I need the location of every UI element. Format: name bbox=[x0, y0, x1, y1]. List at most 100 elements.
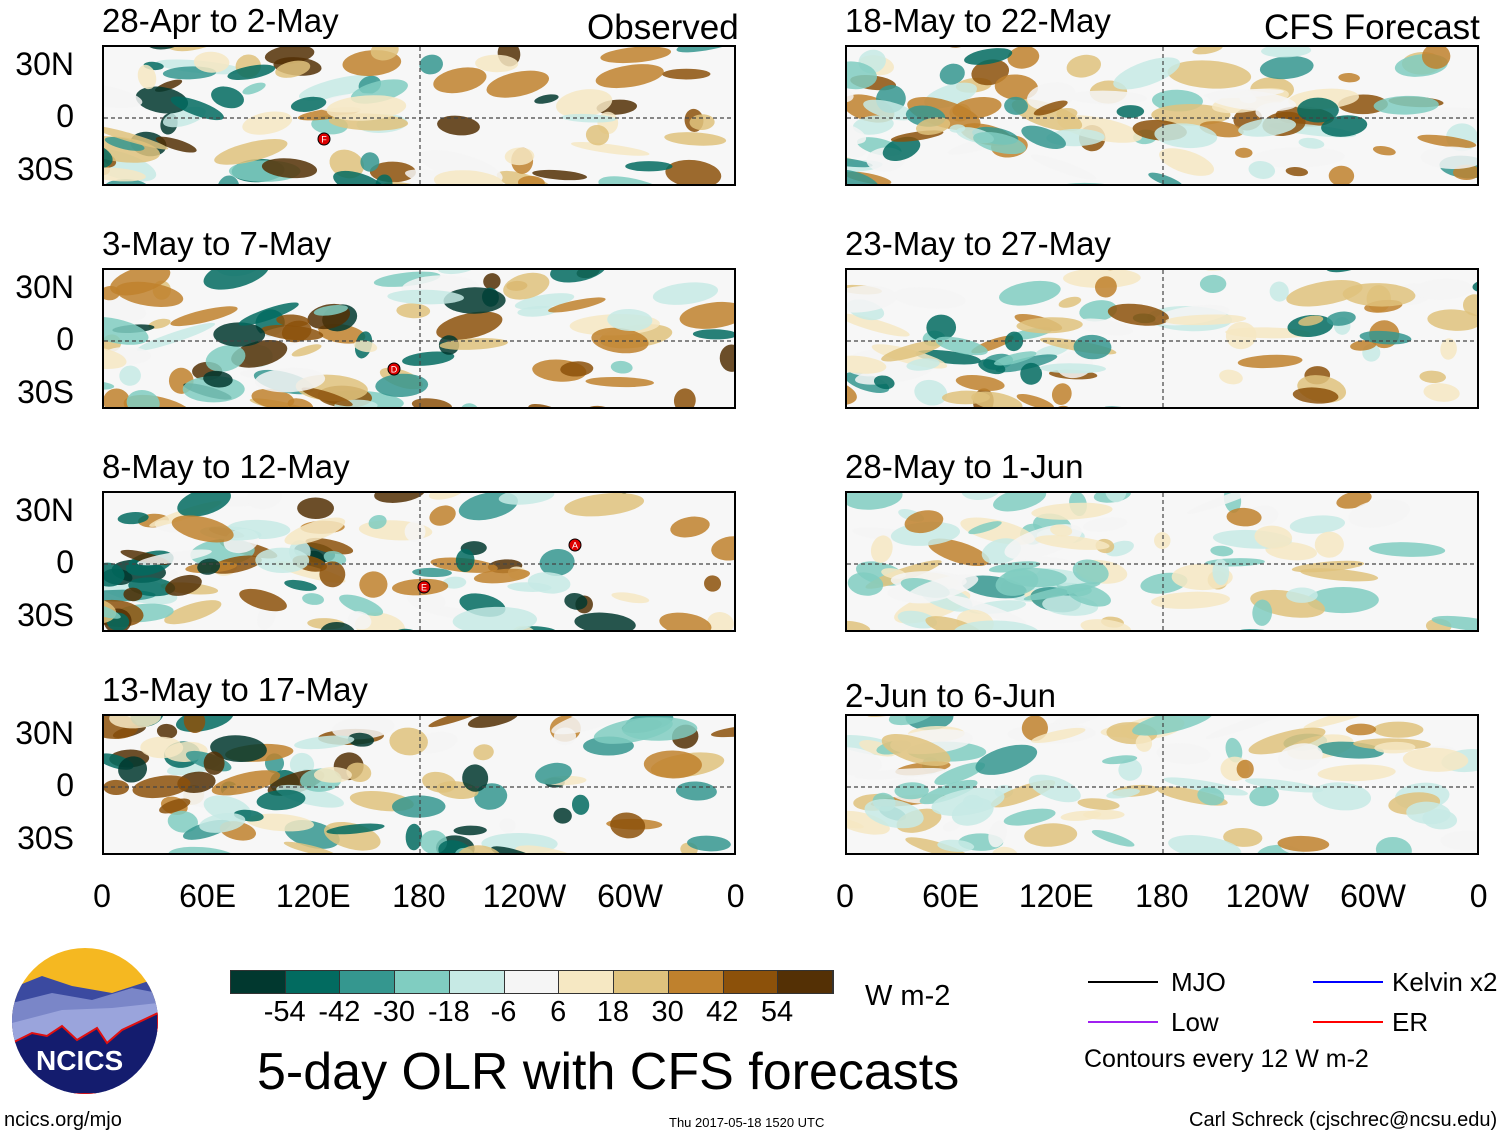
olr-anomaly-blob bbox=[135, 86, 189, 114]
colorbar-swatch bbox=[504, 971, 560, 993]
olr-anomaly-blob bbox=[942, 820, 961, 832]
olr-anomaly-blob bbox=[598, 176, 669, 184]
olr-anomaly-blob bbox=[1312, 782, 1372, 811]
olr-anomaly-blob bbox=[535, 762, 572, 785]
olr-anomaly-blob bbox=[847, 61, 877, 90]
olr-anomaly-blob bbox=[1252, 599, 1273, 626]
olr-anomaly-blob bbox=[1205, 716, 1294, 739]
olr-anomaly-blob bbox=[864, 798, 924, 829]
olr-anomaly-blob bbox=[486, 70, 550, 98]
olr-anomaly-blob bbox=[1068, 90, 1148, 105]
olr-anomaly-blob bbox=[396, 303, 431, 319]
olr-anomaly-blob bbox=[104, 388, 130, 407]
lat-label: 0 bbox=[56, 98, 74, 134]
olr-anomaly-blob bbox=[255, 547, 310, 574]
olr-anomaly-blob bbox=[962, 794, 984, 810]
olr-anomaly-blob bbox=[973, 131, 1027, 155]
olr-anomaly-blob bbox=[177, 493, 231, 517]
olr-anomaly-blob bbox=[940, 47, 981, 48]
olr-anomaly-blob bbox=[953, 620, 1041, 630]
lat-label: 0 bbox=[56, 321, 74, 357]
olr-anomaly-blob bbox=[625, 161, 673, 172]
olr-anomaly-blob bbox=[961, 493, 1001, 501]
olr-anomaly-blob bbox=[960, 517, 1035, 545]
olr-anomaly-blob bbox=[1431, 615, 1477, 630]
olr-anomaly-blob bbox=[1050, 524, 1073, 537]
svg-text:F: F bbox=[321, 135, 327, 145]
olr-anomaly-blob bbox=[156, 723, 178, 739]
olr-anomaly-blob bbox=[847, 285, 897, 313]
olr-anomaly-blob bbox=[1113, 57, 1180, 90]
olr-anomaly-blob bbox=[1021, 716, 1048, 741]
olr-anomaly-blob bbox=[104, 316, 149, 345]
olr-anomaly-blob bbox=[1298, 315, 1324, 326]
olr-anomaly-blob bbox=[298, 74, 377, 101]
olr-anomaly-blob bbox=[190, 630, 238, 632]
lat-label: 30N bbox=[15, 492, 74, 528]
olr-anomaly-blob bbox=[707, 612, 734, 630]
lat-label: 0 bbox=[56, 767, 74, 803]
olr-anomaly-blob bbox=[926, 314, 957, 341]
olr-anomaly-blob bbox=[1199, 274, 1227, 293]
olr-anomaly-blob bbox=[290, 96, 327, 112]
olr-anomaly-blob bbox=[1261, 47, 1312, 58]
panel-title: 13-May to 17-May bbox=[102, 671, 368, 708]
olr-map-panel bbox=[845, 45, 1479, 186]
olr-anomaly-blob bbox=[453, 825, 487, 836]
olr-anomaly-blob bbox=[203, 751, 225, 775]
olr-anomaly-blob bbox=[946, 595, 1027, 625]
colorbar-tick-label: 54 bbox=[760, 996, 794, 1028]
lat-label: 0 bbox=[56, 544, 74, 580]
olr-anomaly-blob bbox=[297, 497, 334, 520]
olr-anomaly-blob bbox=[332, 716, 395, 740]
website-link[interactable]: ncics.org/mjo bbox=[4, 1109, 122, 1131]
olr-anomaly-blob bbox=[988, 820, 1007, 848]
olr-anomaly-blob bbox=[339, 594, 384, 616]
svg-text:D: D bbox=[391, 365, 398, 375]
olr-anomaly-blob bbox=[214, 139, 288, 165]
olr-anomaly-blob bbox=[847, 88, 854, 103]
olr-anomaly-blob bbox=[1345, 723, 1377, 736]
colorbar-tick-label: 42 bbox=[706, 996, 739, 1028]
olr-anomaly-blob bbox=[104, 597, 117, 624]
olr-anomaly-blob bbox=[995, 354, 1058, 373]
olr-anomaly-blob bbox=[564, 593, 588, 610]
olr-anomaly-blob bbox=[881, 734, 951, 767]
olr-anomaly-blob bbox=[975, 744, 1038, 775]
colorbar-tick-label: 18 bbox=[596, 996, 630, 1028]
olr-anomaly-blob bbox=[1325, 270, 1375, 273]
olr-anomaly-blob bbox=[939, 63, 965, 85]
olr-anomaly-blob bbox=[104, 82, 143, 108]
olr-anomaly-blob bbox=[1030, 154, 1097, 180]
olr-anomaly-blob bbox=[105, 179, 148, 184]
olr-anomaly-blob bbox=[1020, 362, 1043, 385]
olr-anomaly-blob bbox=[995, 569, 1039, 596]
olr-anomaly-blob bbox=[203, 270, 270, 290]
olr-anomaly-blob bbox=[847, 572, 884, 596]
olr-anomaly-blob bbox=[1375, 836, 1412, 853]
olr-anomaly-blob bbox=[183, 716, 206, 734]
lon-label: 60W bbox=[1340, 878, 1406, 914]
olr-anomaly-blob bbox=[571, 141, 650, 156]
olr-anomaly-blob bbox=[261, 158, 318, 179]
legend-label-low: Low bbox=[1171, 1007, 1219, 1037]
olr-anomaly-blob bbox=[1058, 296, 1082, 308]
olr-anomaly-blob bbox=[1054, 182, 1123, 184]
olr-anomaly-blob bbox=[119, 365, 141, 386]
lat-label: 30N bbox=[15, 715, 74, 751]
olr-anomaly-blob bbox=[993, 493, 1047, 512]
olr-anomaly-blob bbox=[457, 845, 503, 853]
olr-anomaly-blob bbox=[1251, 147, 1345, 168]
olr-anomaly-blob bbox=[246, 813, 314, 832]
olr-anomaly-blob bbox=[320, 621, 356, 630]
olr-anomaly-blob bbox=[1033, 100, 1068, 116]
lon-label: 0 bbox=[726, 878, 745, 914]
olr-anomaly-blob bbox=[1031, 727, 1086, 743]
olr-anomaly-blob bbox=[205, 345, 246, 372]
olr-anomaly-blob bbox=[1031, 502, 1113, 520]
olr-anomaly-blob bbox=[319, 561, 346, 588]
colorbar-tick-label: 30 bbox=[651, 996, 684, 1028]
olr-anomaly-blob bbox=[905, 837, 969, 853]
olr-anomaly-blob bbox=[323, 821, 381, 851]
olr-anomaly-blob bbox=[711, 536, 734, 561]
